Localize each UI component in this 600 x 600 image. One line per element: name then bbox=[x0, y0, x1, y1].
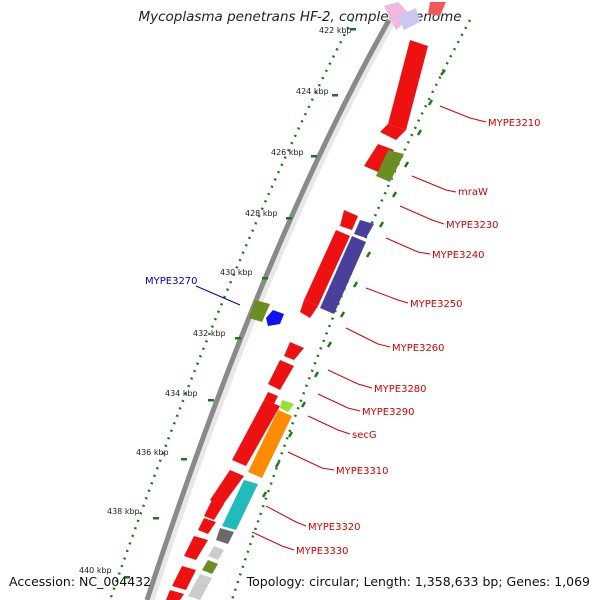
kbp-tick bbox=[332, 94, 338, 97]
gene-block bbox=[376, 150, 404, 182]
gene-block bbox=[264, 392, 278, 404]
genome-backbone bbox=[144, 18, 392, 600]
kbp-label: 426 kbp bbox=[271, 148, 304, 157]
forward-gene-labels: MYPE3210 mraW MYPE3230 MYPE3240 MYPE3250… bbox=[296, 118, 541, 557]
kbp-label: 424 kbp bbox=[296, 87, 329, 96]
gene-block bbox=[304, 230, 350, 306]
gene-label: mraW bbox=[458, 187, 488, 198]
gene-block bbox=[249, 300, 270, 322]
gene-label: secG bbox=[352, 430, 377, 441]
gene-block bbox=[210, 470, 244, 506]
kbp-tick bbox=[124, 576, 130, 579]
kbp-label: 438 kbp bbox=[107, 507, 140, 516]
gene-block bbox=[216, 528, 234, 544]
gene-label: MYPE3280 bbox=[374, 384, 427, 395]
gene-block bbox=[280, 400, 294, 412]
gene-top-lavender bbox=[398, 8, 420, 30]
kbp-label: 430 kbp bbox=[220, 268, 253, 277]
reverse-genes bbox=[249, 300, 284, 326]
callout-line-reverse bbox=[195, 285, 241, 306]
gene-label-reverse: MYPE3270 bbox=[145, 276, 198, 287]
outer-ring-dotted bbox=[230, 19, 472, 600]
kbp-tick bbox=[350, 28, 356, 31]
gene-block bbox=[232, 400, 280, 466]
gene-block bbox=[340, 210, 358, 230]
gene-top-red-small bbox=[428, 2, 446, 16]
kbp-label: 440 kbp bbox=[79, 566, 112, 575]
map-title: Mycoplasma penetrans HF-2, complete geno… bbox=[138, 9, 462, 25]
gene-block bbox=[222, 480, 258, 530]
outer-ring-ticks bbox=[261, 69, 446, 498]
forward-genes bbox=[166, 40, 428, 600]
gene-label: MYPE3330 bbox=[296, 546, 349, 557]
scale-ring-dotted bbox=[108, 19, 354, 600]
kbp-tick bbox=[311, 155, 317, 158]
gene-block bbox=[184, 536, 208, 560]
kbp-label: 422 kbp bbox=[319, 26, 352, 35]
callout-lines bbox=[251, 105, 487, 551]
accession-text: Accession: NC_004432 bbox=[9, 574, 152, 589]
kbp-tick bbox=[286, 217, 292, 220]
gene-block bbox=[204, 500, 224, 520]
gene-block bbox=[198, 518, 216, 534]
kbp-scale: 422 kbp 424 kbp 426 kbp 428 kbp 430 kbp … bbox=[79, 26, 356, 579]
gene-block bbox=[284, 342, 304, 360]
gene-block bbox=[172, 566, 196, 590]
gene-block bbox=[320, 236, 366, 314]
gene-block bbox=[268, 360, 294, 390]
gene-label: MYPE3230 bbox=[446, 220, 499, 231]
gene-label: MYPE3290 bbox=[362, 407, 415, 418]
kbp-label: 428 kbp bbox=[245, 209, 278, 218]
genome-backbone-outer bbox=[145, 17, 396, 600]
gene-block bbox=[388, 40, 428, 130]
gene-label: MYPE3210 bbox=[488, 118, 541, 129]
kbp-label: 432 kbp bbox=[193, 329, 226, 338]
gene-block bbox=[364, 144, 394, 172]
kbp-label: 434 kbp bbox=[165, 389, 198, 398]
gene-block bbox=[248, 410, 292, 478]
gene-label: MYPE3260 bbox=[392, 343, 445, 354]
kbp-tick bbox=[262, 277, 268, 280]
kbp-tick bbox=[208, 399, 214, 402]
gene-label: MYPE3250 bbox=[410, 299, 463, 310]
gene-label: MYPE3320 bbox=[308, 522, 361, 533]
kbp-label: 436 kbp bbox=[136, 448, 169, 457]
gene-block bbox=[300, 300, 318, 318]
gene-block bbox=[380, 124, 406, 140]
summary-text: Topology: circular; Length: 1,358,633 bp… bbox=[246, 574, 590, 589]
gene-block bbox=[202, 560, 218, 574]
kbp-tick bbox=[181, 458, 187, 461]
kbp-tick bbox=[235, 337, 241, 340]
gene-block bbox=[266, 310, 284, 326]
kbp-tick bbox=[153, 517, 159, 520]
gene-label: MYPE3240 bbox=[432, 250, 485, 261]
gene-block bbox=[354, 220, 374, 238]
gene-block bbox=[188, 574, 212, 600]
gene-block bbox=[166, 590, 184, 600]
gene-label: MYPE3310 bbox=[336, 466, 389, 477]
gene-block bbox=[208, 546, 224, 560]
